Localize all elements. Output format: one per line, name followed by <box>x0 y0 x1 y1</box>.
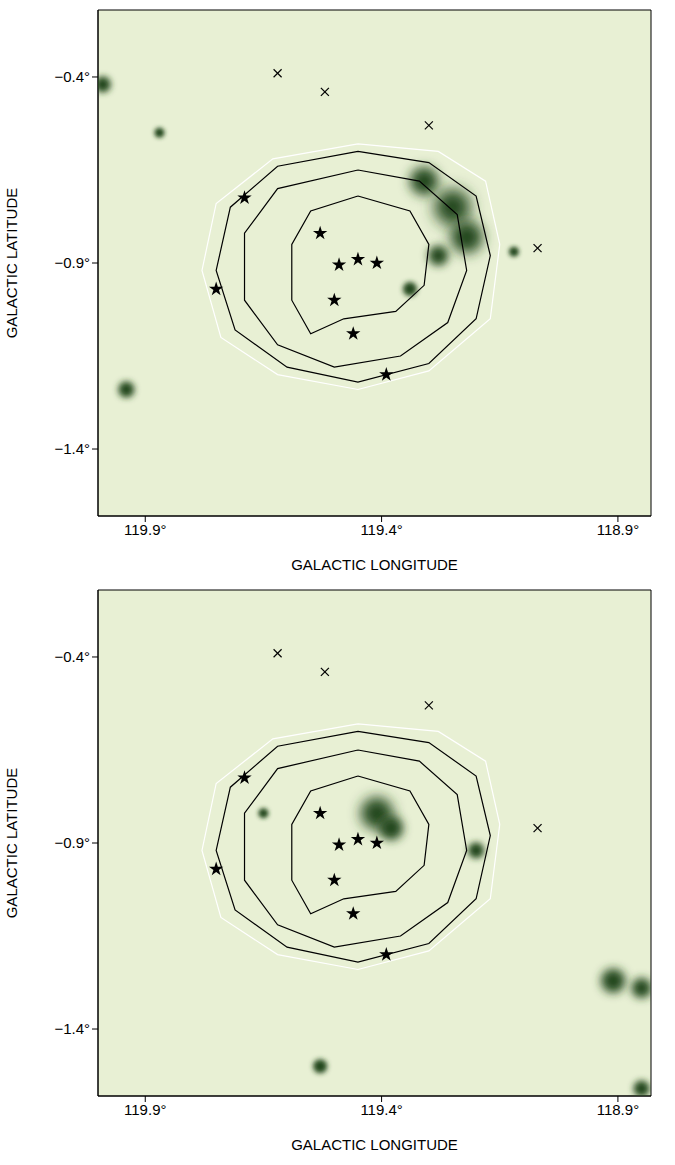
svg-text:GALACTIC LONGITUDE: GALACTIC LONGITUDE <box>291 1136 458 1153</box>
svg-text:119.4°: 119.4° <box>360 521 402 538</box>
svg-text:118.9°: 118.9° <box>597 521 639 538</box>
svg-text:−0.9°: −0.9° <box>54 254 90 271</box>
svg-text:GALACTIC LATITUDE: GALACTIC LATITUDE <box>3 768 20 919</box>
svg-text:−0.9°: −0.9° <box>54 834 90 851</box>
svg-text:119.9°: 119.9° <box>124 521 166 538</box>
svg-text:GALACTIC LATITUDE: GALACTIC LATITUDE <box>3 188 20 339</box>
svg-text:118.9°: 118.9° <box>597 1101 639 1118</box>
svg-text:−0.4°: −0.4° <box>54 68 90 85</box>
svg-text:−1.4°: −1.4° <box>54 1020 90 1037</box>
svg-text:119.9°: 119.9° <box>124 1101 166 1118</box>
svg-text:−0.4°: −0.4° <box>54 648 90 665</box>
svg-text:119.4°: 119.4° <box>360 1101 402 1118</box>
svg-text:−1.4°: −1.4° <box>54 440 90 457</box>
svg-text:GALACTIC LONGITUDE: GALACTIC LONGITUDE <box>291 556 458 573</box>
